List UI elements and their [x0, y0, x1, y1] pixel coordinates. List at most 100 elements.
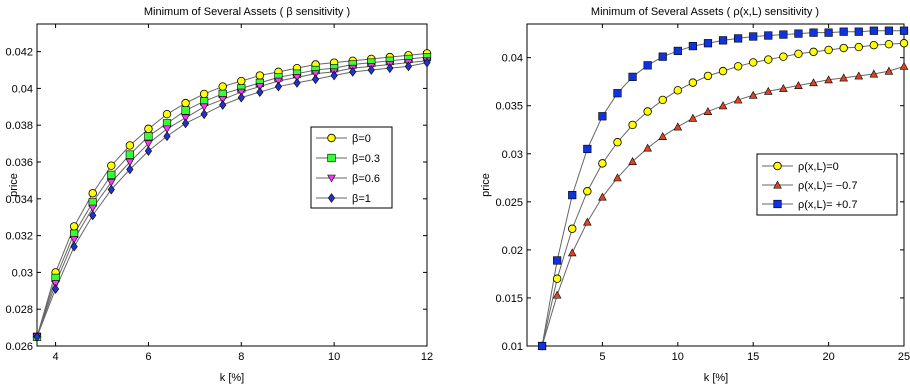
data-point	[718, 101, 728, 110]
x-tick-label: 4	[53, 351, 59, 363]
data-point	[255, 71, 265, 80]
data-point	[537, 341, 547, 351]
data-point	[182, 118, 190, 129]
axis-ticks: 4 6 8 10 12 0.026 0.028 0.03 0.032 0.034 0.036 0.03…	[5, 24, 433, 363]
data-point	[688, 113, 698, 122]
data-point	[293, 77, 301, 88]
data-point	[824, 75, 833, 84]
data-point	[69, 235, 79, 244]
data-point	[107, 170, 116, 179]
legend-items: ρ(x,L)=0 ρ(x,L)= −0.7 ρ(x,L)= +0.7	[762, 161, 857, 211]
data-point	[553, 256, 562, 265]
data-point	[613, 89, 622, 98]
y-tick-label: 0.026	[5, 341, 33, 353]
data-point	[423, 57, 431, 68]
y-tick-label: 0.035	[495, 101, 523, 113]
data-point	[764, 55, 773, 64]
data-point	[274, 77, 283, 86]
y-axis-label: price	[480, 173, 492, 197]
data-point	[733, 62, 743, 71]
data-point	[854, 27, 863, 36]
series-line-0	[36, 52, 428, 337]
data-point	[330, 70, 338, 81]
legend-marker	[773, 199, 782, 209]
axis-ticks: 5 10 15 20 25 0.01 0.015 0.02 0.025 0.03 0.035 0.04	[495, 24, 910, 363]
data-point	[673, 86, 682, 95]
data-point	[884, 26, 894, 35]
legend-box	[310, 126, 393, 209]
data-point	[70, 241, 78, 252]
data-point	[311, 70, 320, 79]
chart-title: Minimum of Several Assets ( β sensitivit…	[144, 6, 350, 18]
chart-beta-sensitivity: Minimum of Several Assets ( β sensitivit…	[5, 6, 433, 384]
data-point	[779, 30, 788, 39]
data-point	[274, 81, 282, 92]
legend-items: β=0 β=0.3 β=0.6 β=1	[316, 133, 380, 205]
legend-label: β=0.6	[352, 173, 380, 185]
legend-label: β=1	[352, 193, 371, 205]
y-tick-label: 0.01	[502, 341, 523, 353]
data-point	[107, 184, 115, 195]
x-tick-label: 20	[822, 351, 834, 363]
data-point	[734, 34, 743, 43]
data-point	[88, 189, 97, 198]
legend-marker	[327, 193, 336, 203]
x-axis-label: k [%]	[704, 372, 728, 384]
data-point	[312, 74, 320, 85]
data-point	[125, 141, 135, 150]
data-point	[218, 82, 227, 91]
y-tick-label: 0.032	[5, 231, 33, 243]
series-line-2	[36, 60, 428, 337]
data-point	[764, 31, 773, 40]
legend-label: β=0.3	[352, 153, 380, 165]
x-tick-label: 6	[145, 351, 151, 363]
data-point	[552, 274, 562, 283]
y-tick-label: 0.038	[5, 120, 33, 132]
data-point	[126, 164, 134, 175]
data-point	[718, 36, 728, 45]
data-point	[199, 89, 209, 99]
data-point	[688, 78, 698, 87]
y-tick-label: 0.04	[502, 53, 523, 65]
data-point	[688, 42, 697, 51]
y-tick-label: 0.03	[12, 267, 33, 279]
y-tick-label: 0.028	[5, 304, 33, 316]
legend-label: ρ(x,L)= −0.7	[798, 180, 857, 192]
data-point	[839, 43, 848, 53]
data-point	[809, 78, 818, 87]
data-point	[779, 52, 788, 61]
data-point	[200, 109, 208, 120]
x-tick-label: 12	[421, 351, 433, 363]
data-point	[552, 290, 562, 299]
data-point	[236, 88, 246, 97]
data-point	[824, 45, 833, 55]
data-point	[583, 144, 592, 154]
data-point	[869, 40, 879, 50]
data-point	[237, 92, 245, 103]
data-point	[809, 47, 818, 57]
legend: β=0 β=0.3 β=0.6 β=1	[310, 126, 393, 209]
y-tick-label: 0.042	[5, 47, 33, 59]
y-tick-label: 0.02	[502, 245, 523, 257]
y-tick-label: 0.03	[502, 149, 523, 161]
data-point	[144, 140, 153, 149]
data-point	[703, 71, 713, 81]
data-point	[884, 66, 894, 75]
data-point	[568, 224, 577, 233]
data-point	[643, 143, 652, 152]
x-tick-label: 5	[599, 351, 605, 363]
data-point	[51, 280, 60, 288]
y-tick-label: 0.04	[12, 83, 33, 95]
data-point	[255, 83, 265, 91]
data-point	[703, 39, 713, 48]
data-point	[583, 217, 592, 226]
data-point	[218, 96, 228, 104]
data-point	[144, 132, 153, 141]
data-point	[899, 26, 909, 35]
series-line-1	[36, 56, 428, 337]
data-point	[107, 161, 116, 170]
legend-marker	[773, 161, 782, 171]
data-point	[256, 87, 264, 97]
data-point	[794, 29, 803, 38]
